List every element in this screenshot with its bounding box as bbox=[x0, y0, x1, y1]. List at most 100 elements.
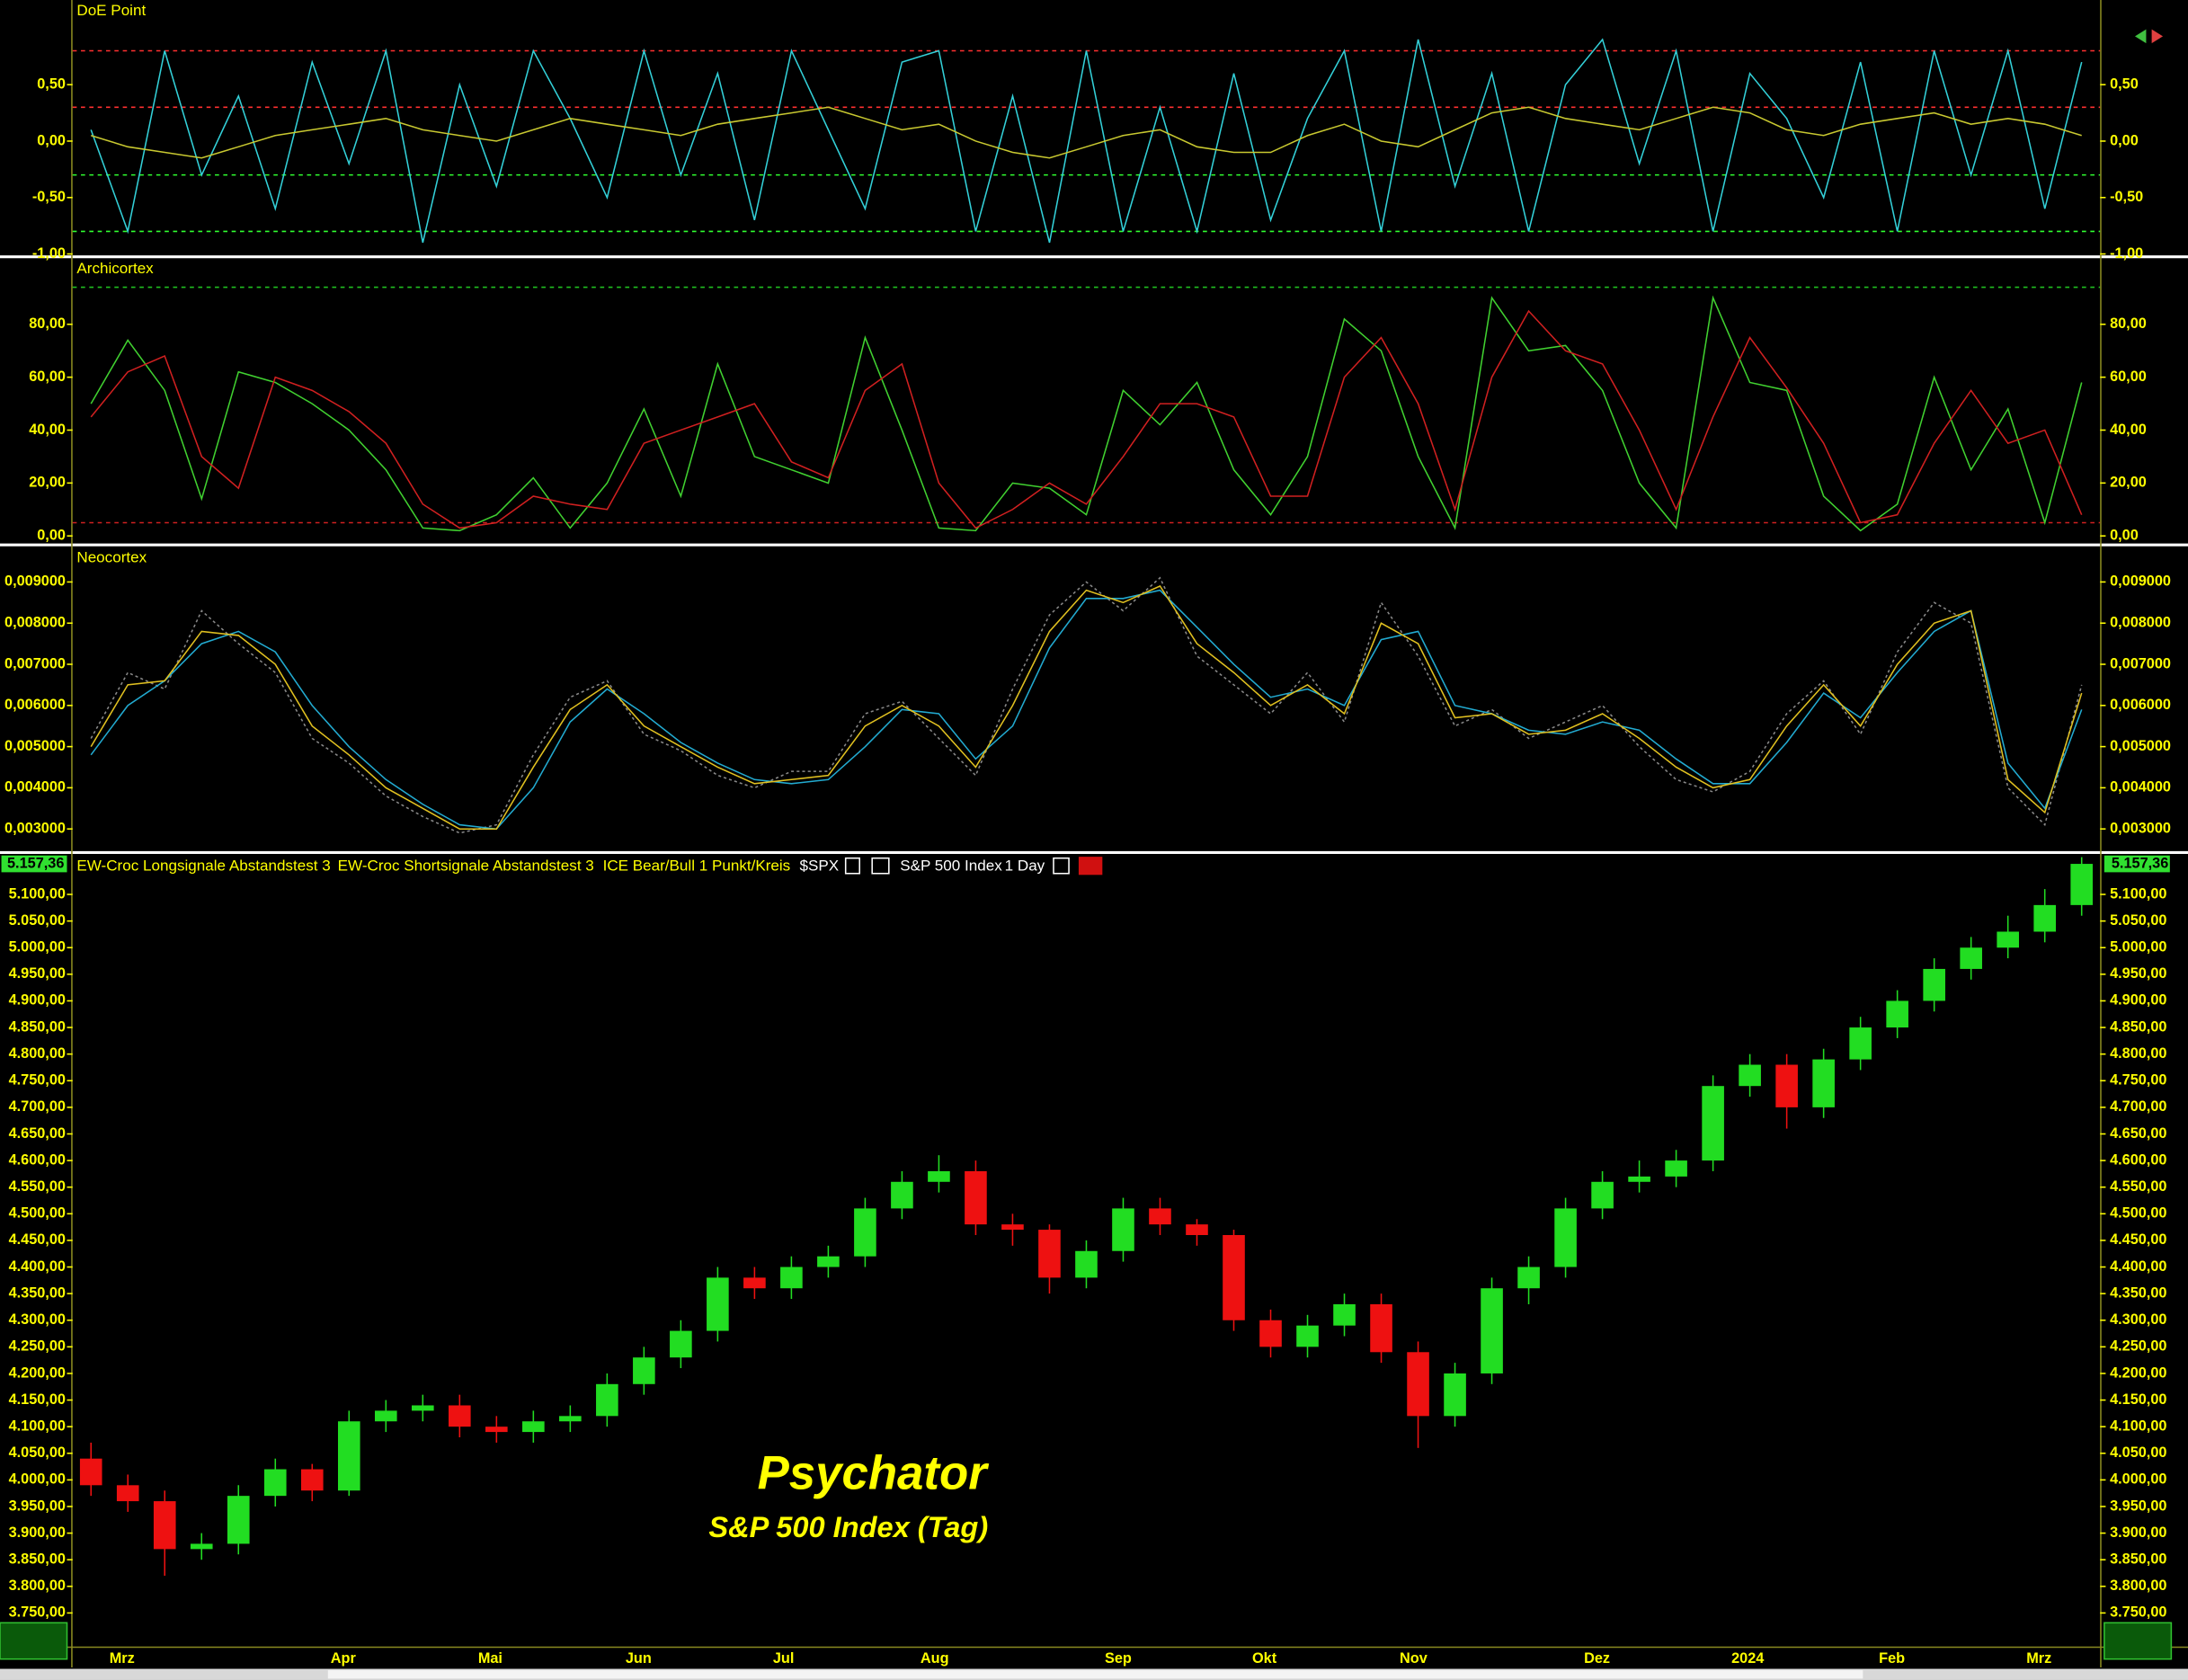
y-tick-label: 4.800,00 bbox=[9, 1045, 66, 1062]
y-tick-label: 4.950,00 bbox=[9, 965, 66, 982]
y-tick-label: 5.000,00 bbox=[2110, 939, 2166, 956]
y-tick-label: 3.850,00 bbox=[2110, 1551, 2166, 1568]
candle-body bbox=[2070, 864, 2094, 905]
last-price-tag bbox=[2104, 855, 2170, 873]
y-tick-label: 5.000,00 bbox=[9, 939, 66, 956]
candle-body bbox=[1259, 1320, 1282, 1347]
y-tick-label: 0,007000 bbox=[4, 655, 66, 671]
candle-body bbox=[116, 1485, 139, 1502]
indicator-label: ICE Bear/Bull 1 Punkt/Kreis bbox=[603, 858, 791, 875]
y-tick-label: 4.600,00 bbox=[2110, 1151, 2166, 1168]
candle-body bbox=[1112, 1208, 1134, 1251]
interval-label: 1 Day bbox=[1005, 858, 1045, 875]
candle-body bbox=[743, 1277, 766, 1289]
series-line bbox=[90, 295, 2083, 532]
y-tick-label: 3.950,00 bbox=[9, 1498, 66, 1514]
candle-body bbox=[1370, 1303, 1392, 1353]
dropdown[interactable] bbox=[844, 857, 860, 875]
y-tick-label: 4.550,00 bbox=[2110, 1178, 2166, 1195]
y-tick-label: 0,008000 bbox=[4, 615, 66, 631]
x-tick-label: Sep bbox=[1105, 1650, 1132, 1667]
panel-separators bbox=[0, 255, 2188, 855]
y-tick-label: 0,004000 bbox=[2110, 779, 2171, 796]
series-line bbox=[90, 106, 2082, 159]
y-tick-label: 4.750,00 bbox=[2110, 1072, 2166, 1089]
candle-body bbox=[1849, 1027, 1872, 1060]
x-tick-label: Apr bbox=[331, 1650, 357, 1667]
y-tick-label: 0,00 bbox=[2110, 132, 2139, 148]
candle-body bbox=[965, 1170, 987, 1225]
y-tick-label: 4.200,00 bbox=[9, 1364, 66, 1381]
y-tick-label: 4.650,00 bbox=[9, 1125, 66, 1142]
y-tick-label: 4.500,00 bbox=[9, 1205, 66, 1222]
candle-body bbox=[891, 1181, 913, 1209]
candle-body bbox=[1960, 947, 1982, 969]
y-tick-label: 0,005000 bbox=[4, 738, 66, 754]
record-button[interactable] bbox=[1078, 857, 1103, 876]
y-tick-label: 5.050,00 bbox=[2110, 912, 2166, 929]
indicator-label: EW-Croc Shortsignale Abstandstest 3 bbox=[338, 858, 594, 875]
candle-body bbox=[1296, 1325, 1319, 1347]
y-tick-label: 3.900,00 bbox=[2110, 1524, 2166, 1541]
y-tick-label: 0,007000 bbox=[2110, 655, 2171, 671]
y-tick-label: 20,00 bbox=[29, 475, 66, 491]
watermark-title: Psychator bbox=[758, 1446, 990, 1499]
y-tick-label: 0,009000 bbox=[2110, 573, 2171, 590]
candle-body bbox=[412, 1405, 434, 1411]
y-tick-label: 4.100,00 bbox=[2110, 1418, 2166, 1434]
y-tick-label: 4.750,00 bbox=[9, 1072, 66, 1089]
y-tick-label: 80,00 bbox=[2110, 316, 2147, 332]
status-block bbox=[2104, 1622, 2173, 1660]
last-price-tag bbox=[1, 855, 67, 873]
candle-body bbox=[2033, 904, 2056, 932]
y-tick-label: -0,50 bbox=[2110, 189, 2143, 205]
window-icon[interactable] bbox=[2135, 29, 2164, 44]
y-tick-label: 3.800,00 bbox=[9, 1578, 66, 1594]
y-tick-label: 0,00 bbox=[2110, 528, 2139, 544]
y-tick-label: 4.050,00 bbox=[9, 1444, 66, 1461]
x-tick-label: Jun bbox=[626, 1650, 652, 1667]
dropdown[interactable] bbox=[871, 857, 890, 875]
instrument-name: S&P 500 Index bbox=[900, 858, 1002, 875]
candle-body bbox=[1665, 1160, 1687, 1177]
candle-body bbox=[300, 1469, 324, 1491]
series-line bbox=[90, 589, 2083, 831]
y-tick-label: 4.800,00 bbox=[2110, 1045, 2166, 1062]
y-tick-label: 3.750,00 bbox=[9, 1604, 66, 1621]
candle-body bbox=[79, 1458, 102, 1486]
y-tick-label: 0,003000 bbox=[4, 820, 66, 836]
y-tick-label: 4.250,00 bbox=[2110, 1338, 2166, 1355]
candle-body bbox=[1517, 1267, 1540, 1289]
y-tick-label: 3.750,00 bbox=[2110, 1604, 2166, 1621]
y-tick-label: 4.300,00 bbox=[9, 1311, 66, 1328]
y-tick-label: 4.250,00 bbox=[9, 1338, 66, 1355]
y-tick-label: 5.050,00 bbox=[9, 912, 66, 929]
dropdown[interactable] bbox=[1053, 857, 1070, 875]
y-tick-label: 4.850,00 bbox=[9, 1018, 66, 1035]
panel-title: DoE Point bbox=[76, 2, 146, 19]
last-price-label: 5.157,36 bbox=[7, 855, 64, 871]
indicator-label: EW-Croc Longsignale Abstandstest 3 bbox=[76, 858, 330, 875]
y-tick-label: 0,50 bbox=[2110, 76, 2139, 92]
y-tick-label: 0,008000 bbox=[2110, 615, 2171, 631]
y-tick-label: 4.450,00 bbox=[9, 1231, 66, 1248]
symbol-label: $SPX bbox=[799, 858, 839, 875]
candle-body bbox=[928, 1170, 950, 1182]
y-tick-label: 4.550,00 bbox=[9, 1178, 66, 1195]
y-tick-label: 4.000,00 bbox=[2110, 1471, 2166, 1488]
y-tick-label: 4.050,00 bbox=[2110, 1444, 2166, 1461]
y-tick-label: 40,00 bbox=[29, 422, 66, 438]
status-block bbox=[0, 1622, 68, 1660]
series-line bbox=[90, 38, 2083, 244]
candle-body bbox=[1591, 1181, 1614, 1209]
candle-body bbox=[707, 1277, 729, 1331]
candle-body bbox=[153, 1501, 176, 1550]
candle-body bbox=[596, 1383, 618, 1417]
y-tick-label: 0,004000 bbox=[4, 779, 66, 796]
scroll-thumb[interactable] bbox=[327, 1670, 1863, 1679]
x-tick-label: Okt bbox=[1252, 1650, 1277, 1667]
candle-body bbox=[337, 1421, 360, 1491]
